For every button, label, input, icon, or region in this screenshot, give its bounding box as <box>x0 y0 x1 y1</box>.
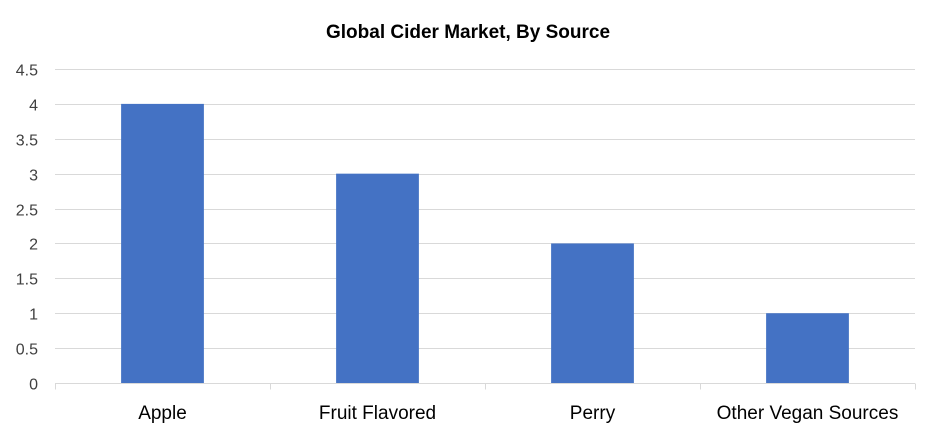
x-tick-label: Apple <box>138 403 187 424</box>
y-tick-label: 0.5 <box>16 342 38 359</box>
bar <box>551 243 634 383</box>
x-tick-label: Fruit Flavored <box>319 403 436 424</box>
y-tick-label: 0 <box>29 377 38 394</box>
y-tick-label: 2.5 <box>16 203 38 220</box>
chart-title: Global Cider Market, By Source <box>326 22 610 43</box>
bar <box>336 173 419 383</box>
x-tick-label: Perry <box>570 403 616 424</box>
y-axis-tick-labels: 0 0.5 1 1.5 2 2.5 3 3.5 4 4.5 <box>16 63 38 394</box>
y-tick-label: 1.5 <box>16 272 38 289</box>
x-axis-tick-labels: Apple Fruit Flavored Perry Other Vegan Sour… <box>138 403 898 424</box>
y-tick-label: 4.5 <box>16 63 38 80</box>
x-tick-label: Other Vegan Sources <box>717 403 899 424</box>
bars <box>121 103 849 383</box>
y-tick-label: 3.5 <box>16 133 38 150</box>
y-tick-label: 2 <box>29 237 38 254</box>
y-tick-label: 3 <box>29 168 38 185</box>
y-tick-label: 4 <box>29 98 38 115</box>
bar <box>121 103 204 383</box>
y-tick-label: 1 <box>29 307 38 324</box>
bar <box>766 313 849 383</box>
